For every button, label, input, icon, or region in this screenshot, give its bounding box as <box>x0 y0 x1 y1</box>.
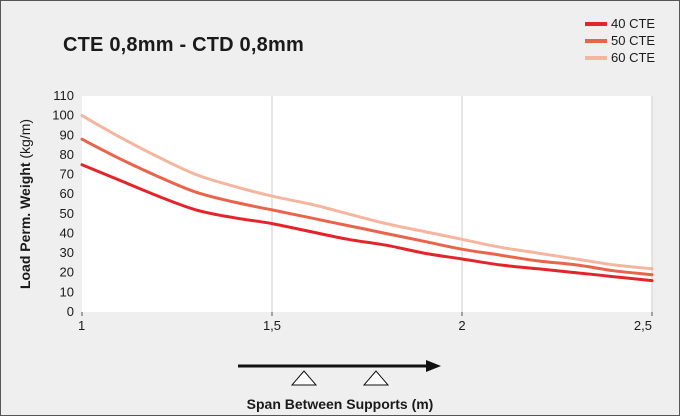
plot-area <box>82 96 652 312</box>
legend-swatch-50 <box>585 38 607 43</box>
x-tick-label: 2 <box>458 318 465 333</box>
legend-item-60: 60 CTE <box>585 49 655 66</box>
y-tick-label: 60 <box>60 186 74 201</box>
x-tick-label: 1 <box>78 318 85 333</box>
support-triangle-left <box>290 370 318 386</box>
y-tick-label: 50 <box>60 206 74 221</box>
y-tick-label: 0 <box>67 304 74 319</box>
x-axis-ticks: 1 1,5 2 2,5 <box>78 312 653 333</box>
series-line-40-cte <box>80 163 654 283</box>
y-axis-ticks: 0 10 20 30 40 50 60 70 80 90 100 110 <box>52 88 74 319</box>
legend-swatch-40 <box>585 21 607 26</box>
chart-title: CTE 0,8mm - CTD 0,8mm <box>63 34 304 56</box>
y-tick-label: 80 <box>60 147 74 162</box>
x-tick-label: 2,5 <box>634 318 652 333</box>
y-tick-label: 90 <box>60 127 74 142</box>
y-tick-label: 70 <box>60 167 74 182</box>
legend-label-40: 40 CTE <box>611 16 656 31</box>
y-tick-label: 30 <box>60 245 74 260</box>
legend-label-60: 60 CTE <box>611 50 656 65</box>
y-axis-label-unit: (kg/m) <box>17 119 33 163</box>
y-axis-label: Load Perm. Weight (kg/m) <box>17 119 33 289</box>
y-tick-label: 20 <box>60 265 74 280</box>
legend-swatch-60 <box>585 55 607 60</box>
series-lines <box>80 114 654 283</box>
legend: 40 CTE 50 CTE 60 CTE <box>585 15 655 66</box>
y-tick-label: 10 <box>60 284 74 299</box>
y-tick-label: 100 <box>52 108 74 123</box>
series-line-50-cte <box>80 137 654 277</box>
span-arrow-head <box>426 360 441 372</box>
y-axis-label-bold: Load Perm. Weight <box>17 162 33 289</box>
series-line-60-cte <box>80 114 654 271</box>
x-tick-label: 1,5 <box>263 318 281 333</box>
support-triangle-right <box>362 370 390 386</box>
span-diagram <box>238 360 441 386</box>
legend-item-50: 50 CTE <box>585 32 655 49</box>
x-axis-label: Span Between Supports (m) <box>247 396 434 412</box>
y-tick-label: 40 <box>60 225 74 240</box>
legend-label-50: 50 CTE <box>611 33 656 48</box>
legend-item-40: 40 CTE <box>585 15 655 32</box>
y-tick-label: 110 <box>53 88 74 103</box>
